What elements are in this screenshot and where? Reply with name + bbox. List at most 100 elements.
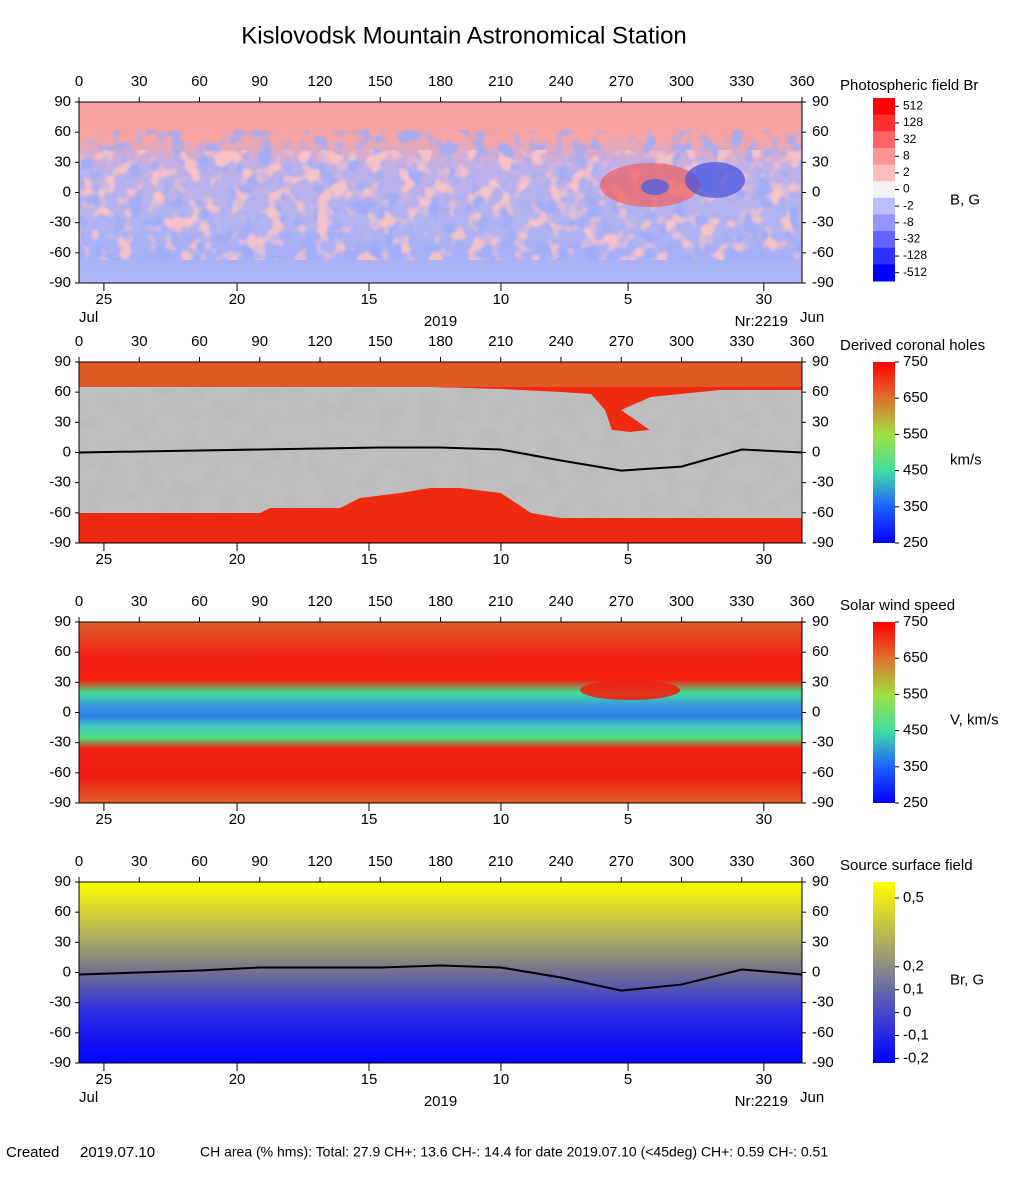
colorbar-tick-label: 128 [903, 115, 923, 129]
y-tick-label: -30 [49, 214, 71, 231]
y-tick-label: -30 [49, 734, 71, 751]
colorbar-tick-label: 450 [903, 722, 928, 739]
colorbar-segment [873, 197, 895, 215]
colorbar-tick-label: 0,1 [903, 981, 924, 998]
x-tick-label: 270 [609, 73, 634, 90]
x-tick-label: 60 [191, 333, 208, 350]
y-tick-label: 0 [63, 963, 71, 980]
colorbar-tick-label: 0 [903, 182, 910, 196]
y-tick-label: -90 [49, 794, 71, 811]
date-tick-label: 25 [96, 811, 113, 828]
x-tick-label: 150 [368, 73, 393, 90]
colorbar-tick-label: 250 [903, 534, 928, 551]
date-tick-label: 25 [96, 551, 113, 568]
y-tick-label: 90 [54, 93, 71, 110]
x-tick-label: 330 [729, 593, 754, 610]
x-tick-label: 0 [75, 593, 83, 610]
x-tick-label: 30 [131, 333, 148, 350]
colorbar-segment [873, 264, 895, 282]
neutral-line [78, 446, 803, 472]
date-tick-label: 10 [493, 1071, 510, 1088]
colorbar-title: Solar wind speed [840, 597, 955, 614]
y-tick-label: 90 [54, 873, 71, 890]
date-tick-label: 20 [229, 811, 246, 828]
x-tick-label: 60 [191, 593, 208, 610]
colorbar-tick-label: 0,5 [903, 889, 924, 906]
date-tick-label: 20 [229, 1071, 246, 1088]
colorbar-title: Source surface field [840, 857, 973, 874]
rotation-label: Nr:2219 [735, 1093, 788, 1110]
x-tick-label: 0 [75, 73, 83, 90]
colorbar-tick-label: 450 [903, 462, 928, 479]
colorbar-segment [873, 114, 895, 132]
colorbar-unit: V, km/s [950, 711, 999, 728]
y-tick-label: 90 [812, 873, 829, 890]
x-tick-label: 0 [75, 333, 83, 350]
colorbar-tick-label: 350 [903, 498, 928, 515]
x-tick-label: 180 [428, 593, 453, 610]
map-coronal-holes [79, 362, 802, 543]
colorbar-tick-label: 350 [903, 758, 928, 775]
date-tick-label: 10 [493, 551, 510, 568]
y-tick-label: -60 [812, 504, 834, 521]
y-tick-label: -30 [49, 994, 71, 1011]
y-tick-label: -60 [812, 244, 834, 261]
y-tick-label: 0 [63, 703, 71, 720]
date-tick-label: 5 [624, 1071, 632, 1088]
date-tick-label: 10 [493, 811, 510, 828]
x-tick-label: 240 [548, 853, 573, 870]
x-tick-label: 330 [729, 73, 754, 90]
x-tick-label: 270 [609, 333, 634, 350]
colorbar [873, 362, 895, 543]
date-tick-label: 5 [624, 551, 632, 568]
colorbar-tick-label: 550 [903, 425, 928, 442]
colorbar-tick-label: 650 [903, 649, 928, 666]
y-tick-label: 0 [63, 183, 71, 200]
y-tick-label: 90 [812, 353, 829, 370]
y-tick-label: -90 [812, 534, 834, 551]
colorbar-segment [873, 247, 895, 265]
x-tick-label: 240 [548, 593, 573, 610]
date-tick-label: 15 [361, 291, 378, 308]
date-tick-label: 15 [361, 811, 378, 828]
map-photospheric [79, 102, 802, 283]
rotation-label: Nr:2219 [735, 313, 788, 330]
x-tick-label: 360 [789, 853, 814, 870]
colorbar-segment [873, 131, 895, 149]
colorbar [873, 622, 895, 803]
x-tick-label: 210 [488, 853, 513, 870]
colorbar-tick-label: -0,2 [903, 1049, 929, 1066]
y-tick-label: 30 [54, 933, 71, 950]
y-tick-label: 0 [812, 963, 820, 980]
x-tick-label: 240 [548, 333, 573, 350]
colorbar-tick-label: -512 [903, 265, 927, 279]
y-tick-label: 60 [54, 903, 71, 920]
x-tick-label: 210 [488, 333, 513, 350]
y-tick-label: -30 [812, 474, 834, 491]
colorbar-tick-label: 550 [903, 685, 928, 702]
colorbar-tick-label: 750 [903, 613, 928, 630]
x-tick-label: 300 [669, 333, 694, 350]
y-tick-label: 90 [54, 613, 71, 630]
x-tick-label: 300 [669, 593, 694, 610]
y-tick-label: 0 [812, 443, 820, 460]
y-tick-label: -90 [812, 1054, 834, 1071]
colorbar-tick-label: 650 [903, 389, 928, 406]
y-tick-label: -60 [49, 244, 71, 261]
colorbar-unit: Br, G [950, 971, 984, 988]
x-tick-label: 0 [75, 853, 83, 870]
x-tick-label: 120 [307, 853, 332, 870]
x-tick-label: 180 [428, 73, 453, 90]
footer-created: Created [6, 1144, 59, 1161]
x-tick-label: 210 [488, 593, 513, 610]
y-tick-label: 30 [812, 673, 829, 690]
colorbar-segment [873, 98, 895, 116]
y-tick-label: 60 [54, 383, 71, 400]
y-tick-label: 30 [54, 153, 71, 170]
colorbar-title: Derived coronal holes [840, 337, 985, 354]
x-tick-label: 30 [131, 593, 148, 610]
y-tick-label: 60 [812, 903, 829, 920]
y-tick-label: 30 [812, 413, 829, 430]
y-tick-label: 30 [812, 153, 829, 170]
